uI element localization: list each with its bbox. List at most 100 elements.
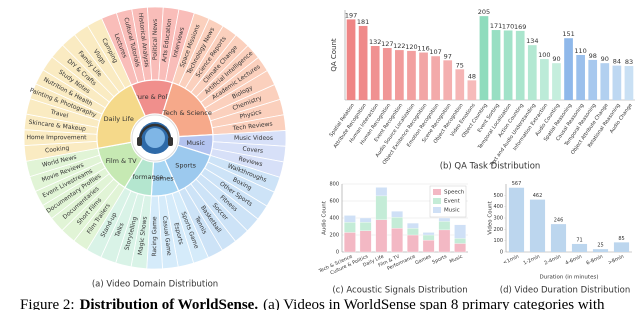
bar-segment: [422, 234, 435, 241]
value-label: 110: [574, 47, 586, 55]
y-tick-label: 300: [493, 216, 503, 222]
bar: [571, 243, 588, 252]
bar-segment: [438, 229, 451, 253]
bar: [370, 46, 380, 100]
y-tick-label: 0: [336, 250, 339, 256]
caption-label: Figure 2:: [20, 297, 75, 310]
legend-label: Music: [444, 208, 460, 214]
bar-segment: [407, 234, 419, 253]
x-tick-label: Music: [449, 254, 464, 265]
sector-label: Music: [186, 139, 205, 147]
value-label: 90: [601, 55, 609, 63]
caption: Figure 2: Distribution of WorldSense. (a) …: [20, 297, 605, 310]
value-label: 48: [468, 72, 476, 80]
x-axis-label: Duration (in minutes): [540, 275, 599, 281]
bar-segment: [454, 238, 466, 244]
x-tick-label: 2-4min: [543, 254, 561, 267]
x-tick-label: Games: [414, 254, 432, 267]
leaf-label: Travel: [49, 108, 69, 119]
bar: [479, 16, 489, 100]
sector-label: Performance: [122, 173, 163, 181]
bar-segment: [375, 219, 388, 253]
bar: [443, 60, 453, 100]
value-label: 116: [417, 45, 429, 53]
bar: [552, 63, 561, 100]
value-label: 134: [526, 37, 538, 45]
value-label: 205: [478, 8, 490, 16]
bar: [419, 52, 428, 100]
bar-segment: [359, 217, 372, 223]
bar-segment: [359, 222, 372, 231]
y-tick-label: 500: [493, 193, 503, 199]
bar-segment: [422, 232, 435, 236]
chart-subtitle: (a) Video Domain Distribution: [92, 280, 218, 290]
bar-segment: [344, 215, 356, 223]
bar-segment: [391, 216, 403, 229]
leaf-label: Tech Reviews: [232, 121, 273, 133]
bar: [612, 65, 622, 100]
bar: [624, 66, 634, 100]
bar-segment: [422, 239, 435, 253]
value-label: 171: [490, 22, 502, 30]
value-label: 197: [345, 11, 357, 19]
x-tick-label: >8min: [607, 254, 625, 267]
y-tick-label: 600: [329, 199, 339, 205]
sector-label: Culture & Politics: [125, 93, 181, 101]
value-label: 107: [429, 48, 441, 56]
bar-segment: [344, 232, 356, 253]
bar-segment: [391, 211, 403, 218]
y-axis-label: QA Count: [330, 38, 338, 72]
legend-label: Event: [444, 199, 461, 205]
value-label: 169: [514, 23, 526, 31]
bar-segment: [438, 217, 451, 222]
x-tick-label: 4-6min: [564, 254, 582, 267]
bar: [613, 242, 630, 252]
legend-swatch: [433, 189, 441, 195]
leaf-label: Home Improvement: [26, 134, 87, 141]
sector-label: Sports: [175, 161, 196, 169]
bar: [540, 59, 549, 100]
bar: [346, 19, 356, 101]
value-label: 90: [552, 55, 560, 63]
leaf-label: Magic Shows: [137, 216, 149, 255]
sector-label: Games: [151, 174, 174, 182]
bar: [395, 50, 404, 100]
bar-segment: [375, 187, 388, 197]
bar: [358, 25, 368, 101]
bar-segment: [391, 228, 403, 253]
chart-subtitle: (d) Video Duration Distribution: [500, 286, 630, 296]
value-label: 100: [538, 51, 550, 59]
value-label: 132: [369, 38, 381, 46]
bar: [431, 56, 440, 100]
sector-label: Tech & Science: [162, 109, 212, 117]
sector-label: Film & TV: [106, 157, 137, 165]
legend-swatch: [433, 198, 441, 204]
bar-segment: [375, 195, 388, 220]
leaf-label: Music Videos: [234, 135, 273, 142]
y-tick-label: 800: [329, 182, 339, 188]
y-axis-label: Video Count: [488, 200, 494, 234]
bar: [467, 80, 477, 100]
y-tick-label: 200: [329, 233, 339, 239]
bar-segment: [407, 222, 419, 229]
bar-segment: [438, 221, 451, 231]
bar: [592, 249, 609, 252]
leaf-label: Racing Game: [151, 216, 158, 256]
leaf-label: Political News: [152, 19, 159, 60]
bar-segment: [407, 228, 419, 236]
value-label: 462: [533, 193, 543, 199]
bar: [564, 38, 573, 100]
chart-subtitle: (b) QA Task Distribution: [440, 162, 541, 172]
y-tick-label: 400: [493, 204, 503, 210]
legend-swatch: [433, 207, 441, 213]
bar-segment: [454, 224, 466, 239]
leaf-label: Cooking: [45, 145, 70, 155]
value-label: 85: [618, 236, 624, 242]
y-axis-label: Audio Count: [322, 200, 328, 235]
bar-segment: [454, 243, 466, 253]
value-label: 122: [393, 42, 405, 50]
bar: [527, 45, 537, 100]
bar: [588, 59, 598, 100]
value-label: 246: [554, 218, 564, 224]
bar: [515, 30, 525, 101]
